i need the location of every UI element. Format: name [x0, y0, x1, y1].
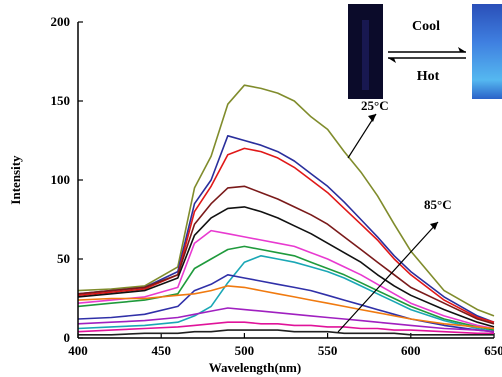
series-line-6	[77, 229, 495, 330]
series-line-7	[77, 245, 495, 331]
equilibrium-arrows-icon	[388, 47, 466, 63]
inset-cool-label: Cool	[412, 19, 440, 34]
x-tick-label: 650	[484, 343, 502, 358]
annotation-85c: 85°C	[337, 197, 452, 333]
series-line-8	[77, 255, 495, 333]
series-layer	[77, 84, 495, 336]
x-tick-label: 600	[401, 343, 421, 358]
y-tick-label: 100	[51, 172, 71, 187]
x-tick-label: 500	[235, 343, 255, 358]
series-line-4	[77, 185, 495, 325]
y-tick-label: 150	[51, 93, 71, 108]
series-line-1	[77, 84, 495, 317]
vial-hot-image	[472, 4, 502, 99]
y-tick-label: 50	[57, 251, 70, 266]
series-line-13	[78, 329, 494, 336]
x-axis-label: Wavelength(nm)	[209, 360, 301, 375]
y-tick-label: 0	[64, 330, 71, 345]
series-line-5	[77, 206, 495, 328]
series-line-10	[77, 285, 495, 330]
series-line-12	[77, 321, 494, 335]
series-line-3	[77, 147, 495, 323]
series-line-11	[77, 307, 495, 333]
x-tick-label: 550	[318, 343, 338, 358]
x-tick-label: 400	[68, 343, 88, 358]
tick-layer: 0 50 100 150 200 400 450 500 550 600 650	[51, 14, 502, 358]
series-line-2	[77, 135, 495, 323]
x-tick-label: 450	[151, 343, 171, 358]
annotation-85c-label: 85°C	[424, 197, 452, 212]
annotation-25c-label: 25°C	[361, 98, 389, 113]
annotation-25c: 25°C	[347, 98, 389, 159]
y-tick-label: 200	[51, 14, 71, 29]
series-line-9	[77, 273, 495, 333]
y-axis-label: Intensity	[8, 155, 23, 205]
inset: Cool Hot	[348, 4, 502, 99]
inset-hot-label: Hot	[417, 69, 440, 84]
